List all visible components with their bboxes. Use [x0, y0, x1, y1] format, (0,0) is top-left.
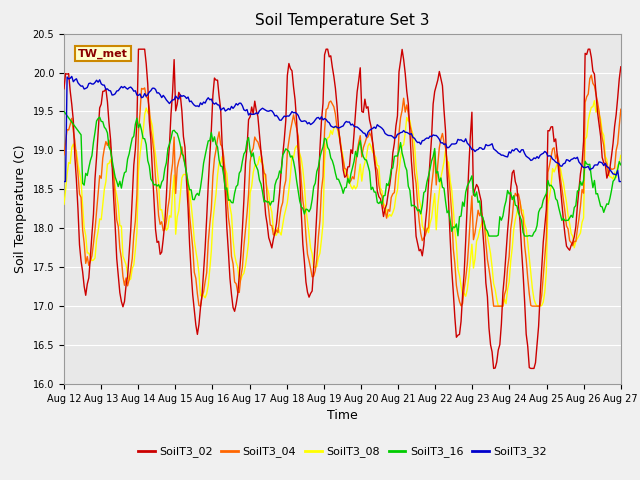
SoilT3_08 [226, 204, 234, 210]
SoilT3_16 [588, 174, 595, 180]
SoilT3_32 [588, 166, 595, 172]
SoilT3_04 [255, 144, 263, 150]
SoilT3_02 [490, 366, 497, 372]
SoilT3_32 [130, 88, 138, 94]
SoilT3_02 [228, 292, 236, 298]
SoilT3_08 [303, 218, 311, 224]
SoilT3_02 [60, 86, 68, 92]
SoilT3_16 [244, 135, 252, 141]
SoilT3_08 [60, 202, 68, 207]
SoilT3_02 [305, 294, 313, 300]
SoilT3_02 [589, 68, 596, 74]
SoilT3_08 [617, 153, 625, 158]
SoilT3_02 [617, 64, 625, 70]
Legend: SoilT3_02, SoilT3_04, SoilT3_08, SoilT3_16, SoilT3_32: SoilT3_02, SoilT3_04, SoilT3_08, SoilT3_… [133, 442, 552, 462]
Line: SoilT3_08: SoilT3_08 [64, 101, 621, 306]
SoilT3_02 [134, 46, 142, 52]
SoilT3_32 [255, 108, 263, 114]
X-axis label: Time: Time [327, 409, 358, 422]
Line: SoilT3_32: SoilT3_32 [64, 76, 621, 181]
SoilT3_16 [60, 108, 68, 114]
SoilT3_32 [228, 104, 236, 109]
SoilT3_08 [129, 265, 136, 271]
SoilT3_32 [305, 120, 313, 125]
SoilT3_32 [617, 179, 625, 184]
SoilT3_08 [591, 98, 598, 104]
SoilT3_04 [228, 253, 236, 259]
SoilT3_04 [129, 256, 136, 262]
SoilT3_16 [303, 207, 311, 213]
SoilT3_16 [226, 197, 234, 203]
SoilT3_04 [60, 152, 68, 157]
SoilT3_02 [246, 114, 254, 120]
SoilT3_16 [129, 135, 136, 141]
Line: SoilT3_16: SoilT3_16 [64, 111, 621, 236]
Title: Soil Temperature Set 3: Soil Temperature Set 3 [255, 13, 429, 28]
SoilT3_08 [244, 239, 252, 245]
SoilT3_32 [68, 73, 76, 79]
SoilT3_02 [255, 132, 263, 137]
SoilT3_32 [60, 179, 68, 184]
SoilT3_04 [196, 303, 204, 309]
SoilT3_04 [588, 72, 595, 78]
SoilT3_08 [588, 105, 595, 110]
Line: SoilT3_02: SoilT3_02 [64, 49, 621, 369]
SoilT3_16 [254, 168, 262, 173]
SoilT3_32 [246, 110, 254, 116]
SoilT3_04 [305, 258, 313, 264]
Y-axis label: Soil Temperature (C): Soil Temperature (C) [14, 144, 27, 273]
SoilT3_08 [254, 161, 262, 167]
SoilT3_04 [589, 81, 596, 86]
SoilT3_16 [485, 233, 493, 239]
SoilT3_02 [129, 194, 136, 200]
Line: SoilT3_04: SoilT3_04 [64, 75, 621, 306]
Text: TW_met: TW_met [78, 48, 128, 59]
SoilT3_08 [495, 303, 502, 309]
SoilT3_04 [617, 107, 625, 112]
SoilT3_04 [246, 159, 254, 165]
SoilT3_16 [617, 162, 625, 168]
